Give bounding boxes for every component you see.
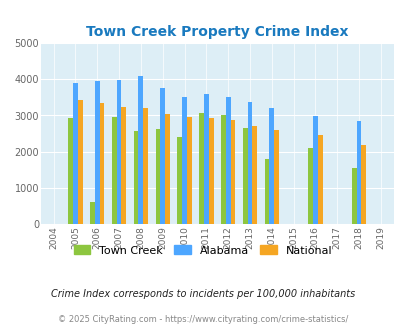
Bar — [247, 102, 252, 224]
Bar — [186, 117, 191, 224]
Bar — [95, 82, 100, 224]
Bar — [225, 97, 230, 224]
Bar — [242, 128, 247, 224]
Bar — [112, 117, 116, 224]
Bar — [138, 76, 143, 224]
Bar — [165, 114, 169, 224]
Bar — [100, 103, 104, 224]
Bar — [360, 145, 365, 224]
Bar — [73, 83, 78, 224]
Bar — [356, 121, 360, 224]
Bar — [273, 130, 278, 224]
Bar — [220, 115, 225, 224]
Text: © 2025 CityRating.com - https://www.cityrating.com/crime-statistics/: © 2025 CityRating.com - https://www.city… — [58, 315, 347, 324]
Bar — [208, 118, 213, 224]
Text: Crime Index corresponds to incidents per 100,000 inhabitants: Crime Index corresponds to incidents per… — [51, 289, 354, 299]
Bar — [317, 135, 322, 224]
Bar — [269, 108, 273, 224]
Bar — [203, 94, 208, 224]
Title: Town Creek Property Crime Index: Town Creek Property Crime Index — [86, 25, 347, 39]
Bar — [252, 126, 256, 224]
Bar — [198, 113, 203, 224]
Bar — [121, 107, 126, 224]
Bar — [307, 148, 312, 224]
Bar — [312, 116, 317, 224]
Bar — [230, 120, 235, 224]
Legend: Town Creek, Alabama, National: Town Creek, Alabama, National — [69, 241, 336, 260]
Bar — [90, 202, 95, 224]
Bar — [116, 80, 121, 224]
Bar — [182, 97, 186, 224]
Bar — [133, 131, 138, 224]
Bar — [264, 159, 269, 224]
Bar — [177, 137, 182, 224]
Bar — [68, 118, 73, 224]
Bar — [160, 87, 165, 224]
Bar — [143, 108, 148, 224]
Bar — [155, 129, 160, 224]
Bar — [78, 100, 83, 224]
Bar — [351, 168, 356, 224]
